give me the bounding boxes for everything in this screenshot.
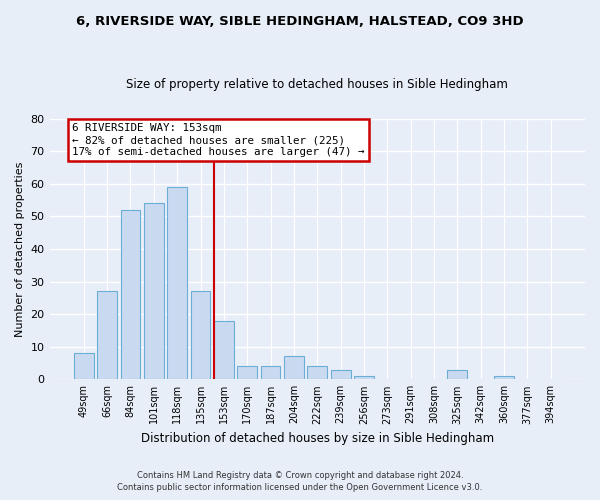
Bar [284,356,304,380]
Bar [448,370,467,380]
Title: Size of property relative to detached houses in Sible Hedingham: Size of property relative to detached ho… [127,78,508,91]
Bar [331,370,350,380]
X-axis label: Distribution of detached houses by size in Sible Hedingham: Distribution of detached houses by size … [141,432,494,445]
Bar [494,376,514,380]
Text: 6, RIVERSIDE WAY, SIBLE HEDINGHAM, HALSTEAD, CO9 3HD: 6, RIVERSIDE WAY, SIBLE HEDINGHAM, HALST… [76,15,524,28]
Bar [238,366,257,380]
Bar [97,292,117,380]
Bar [144,204,164,380]
Bar [74,353,94,380]
Bar [354,376,374,380]
Bar [121,210,140,380]
Bar [260,366,280,380]
Bar [307,366,327,380]
Text: 6 RIVERSIDE WAY: 153sqm
← 82% of detached houses are smaller (225)
17% of semi-d: 6 RIVERSIDE WAY: 153sqm ← 82% of detache… [72,124,365,156]
Bar [214,320,234,380]
Bar [167,187,187,380]
Text: Contains HM Land Registry data © Crown copyright and database right 2024.
Contai: Contains HM Land Registry data © Crown c… [118,471,482,492]
Bar [191,292,211,380]
Y-axis label: Number of detached properties: Number of detached properties [15,161,25,336]
